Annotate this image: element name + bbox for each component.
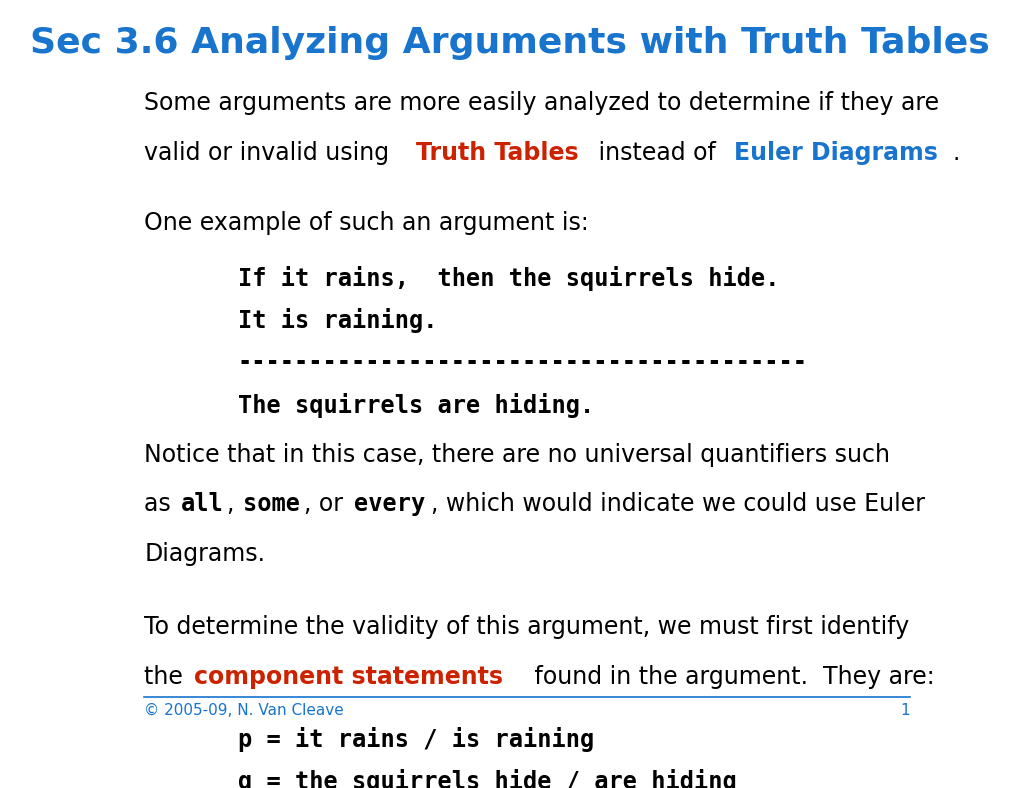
Text: It is raining.: It is raining.	[237, 308, 437, 333]
Text: component statements: component statements	[194, 665, 502, 689]
Text: Euler Diagrams: Euler Diagrams	[733, 141, 936, 165]
Text: the: the	[144, 665, 191, 689]
Text: , which would indicate we could use Euler: , which would indicate we could use Eule…	[431, 492, 924, 516]
Text: found in the argument.  They are:: found in the argument. They are:	[526, 665, 933, 689]
Text: some: some	[243, 492, 300, 516]
Text: Sec 3.6 Analyzing Arguments with Truth Tables: Sec 3.6 Analyzing Arguments with Truth T…	[31, 25, 988, 60]
Text: The squirrels are hiding.: The squirrels are hiding.	[237, 392, 593, 418]
Text: If it rains,  then the squirrels hide.: If it rains, then the squirrels hide.	[237, 266, 779, 291]
Text: valid or invalid using: valid or invalid using	[144, 141, 396, 165]
Text: as: as	[144, 492, 178, 516]
Text: ,: ,	[227, 492, 242, 516]
Text: Notice that in this case, there are no universal quantifiers such: Notice that in this case, there are no u…	[144, 443, 890, 466]
Text: every: every	[354, 492, 425, 516]
Text: , or: , or	[304, 492, 351, 516]
Text: q = the squirrels hide / are hiding: q = the squirrels hide / are hiding	[237, 770, 736, 788]
Text: © 2005-09, N. Van Cleave: © 2005-09, N. Van Cleave	[144, 703, 343, 718]
Text: Truth Tables: Truth Tables	[416, 141, 578, 165]
Text: ----------------------------------------: ----------------------------------------	[237, 351, 807, 374]
Text: instead of: instead of	[590, 141, 722, 165]
Text: all: all	[180, 492, 223, 516]
Text: To determine the validity of this argument, we must first identify: To determine the validity of this argume…	[144, 615, 909, 639]
Text: Diagrams.: Diagrams.	[144, 542, 265, 566]
Text: 1: 1	[900, 703, 909, 718]
Text: One example of such an argument is:: One example of such an argument is:	[144, 210, 588, 235]
Text: .: .	[952, 141, 960, 165]
Text: p = it rains / is raining: p = it rains / is raining	[237, 727, 593, 752]
Text: Some arguments are more easily analyzed to determine if they are: Some arguments are more easily analyzed …	[144, 91, 938, 115]
